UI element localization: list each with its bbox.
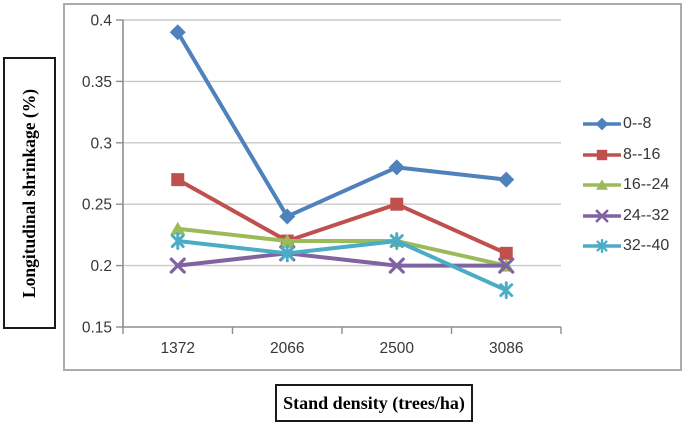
legend-label: 0--8 — [623, 115, 652, 132]
legend-label: 32--40 — [623, 237, 670, 254]
marker-triangle — [279, 234, 295, 248]
series-line — [175, 239, 509, 293]
x-tick-label: 2500 — [380, 340, 415, 357]
marker-diamond — [169, 24, 186, 41]
legend-label: 24--32 — [623, 206, 670, 224]
legend-item: 32--40 — [583, 234, 669, 258]
y-tick-label: 0.35 — [82, 74, 112, 91]
legend-label: 16--24 — [623, 176, 670, 193]
marker-diamond — [388, 159, 405, 176]
y-tick-label: 0.25 — [82, 197, 112, 214]
marker-x — [388, 257, 405, 274]
marker-diamond — [498, 171, 515, 188]
marker-diamond — [279, 208, 296, 225]
marker-x — [595, 209, 609, 222]
x-axis-title: Stand density (trees/ha) — [283, 392, 465, 413]
legend-item: 24--32 — [583, 204, 669, 228]
legend-item: 8--16 — [583, 143, 669, 167]
marker-asterisk — [499, 281, 514, 300]
y-tick-label: 0.2 — [90, 258, 112, 275]
marker-asterisk — [596, 238, 608, 254]
marker-square — [596, 149, 608, 160]
legend-key-x-icon — [583, 209, 621, 222]
marker-x — [169, 257, 186, 274]
chart-legend: 0--8 8--16 16--24 24--32 32--40 — [583, 112, 669, 258]
marker-diamond — [595, 117, 609, 131]
marker-x — [498, 257, 515, 274]
legend-key-triangle-icon — [583, 179, 621, 190]
y-tick-label: 0.3 — [90, 135, 112, 152]
legend-item: 0--8 — [583, 112, 669, 136]
y-axis-title-box: Longitudinal shrinkage (%) — [3, 57, 56, 329]
marker-asterisk — [170, 232, 185, 250]
marker-triangle — [170, 221, 186, 235]
marker-square — [390, 197, 404, 211]
legend-key-diamond-icon — [583, 117, 621, 131]
legend-label: 8--16 — [623, 145, 661, 163]
y-axis-title: Longitudinal shrinkage (%) — [19, 88, 40, 298]
marker-asterisk — [280, 244, 295, 263]
legend-key-square-icon — [583, 149, 621, 160]
x-axis-title-box: Stand density (trees/ha) — [275, 384, 473, 422]
marker-square — [499, 246, 513, 260]
x-tick-label: 3086 — [489, 340, 523, 357]
series-0--8 — [169, 24, 515, 225]
series-line — [175, 177, 509, 256]
series-line — [175, 30, 509, 219]
y-tick-label: 0.4 — [90, 13, 112, 30]
marker-asterisk — [389, 232, 404, 250]
series-line — [175, 226, 509, 268]
marker-triangle — [596, 179, 608, 190]
x-tick-label: 1372 — [161, 340, 195, 357]
x-tick-label: 2066 — [270, 340, 304, 357]
marker-square — [171, 173, 185, 187]
series-32--40 — [170, 232, 514, 300]
legend-key-asterisk-icon — [583, 238, 621, 254]
chart-frame — [63, 3, 682, 371]
legend-item: 16--24 — [583, 173, 669, 197]
y-tick-label: 0.15 — [82, 320, 112, 337]
